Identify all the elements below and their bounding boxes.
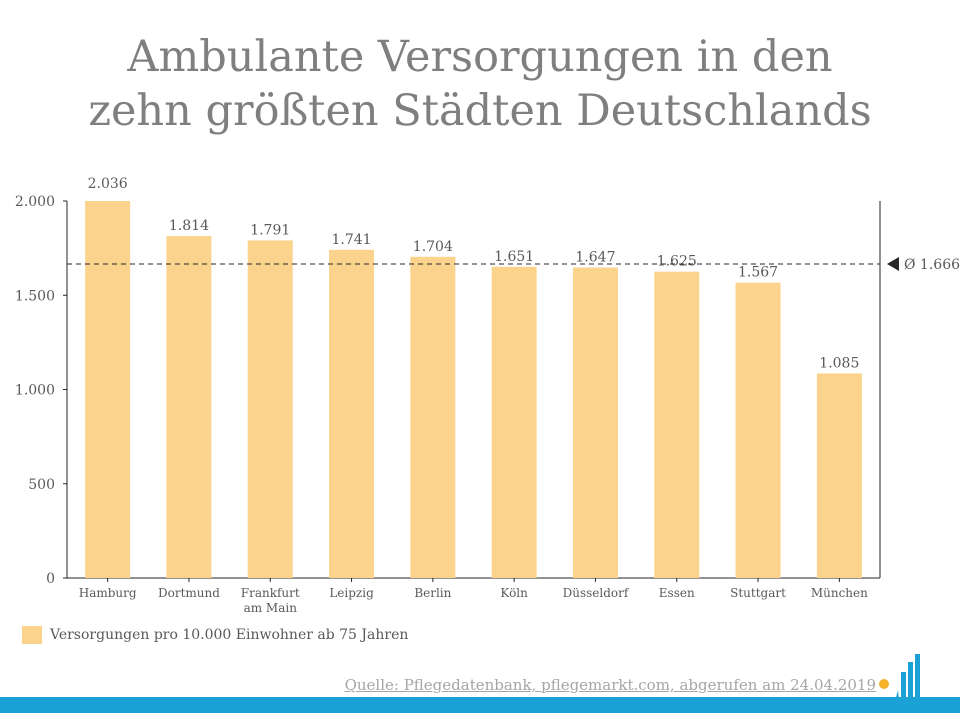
x-tick-label: Leipzig (329, 586, 374, 600)
legend: Versorgungen pro 10.000 Einwohner ab 75 … (22, 624, 408, 646)
x-tick-label: Berlin (414, 586, 451, 600)
legend-swatch (22, 626, 42, 644)
bar (329, 249, 375, 578)
legend-label: Versorgungen pro 10.000 Einwohner ab 75 … (50, 627, 409, 643)
bar-data-label: 2.036 (88, 176, 128, 192)
title-line-1: Ambulante Versorgungen in den (127, 32, 833, 82)
bar (816, 373, 862, 578)
brand-logo-icon (879, 654, 920, 712)
y-tick-label: 2.000 (15, 194, 55, 210)
x-tick-label: Dortmund (158, 586, 220, 600)
x-tick-label: Stuttgart (730, 586, 786, 600)
bar (735, 282, 781, 578)
bar-data-label: 1.567 (738, 265, 778, 281)
bar-data-label: 1.085 (819, 355, 859, 371)
bar-data-label: 1.791 (250, 222, 290, 238)
x-tick-label: Hamburg (79, 586, 137, 600)
bar (572, 267, 618, 578)
bar (247, 240, 293, 579)
x-tick-label: Düsseldorf (563, 586, 630, 600)
x-tick-label: Köln (500, 586, 528, 600)
footer-bar (0, 697, 960, 713)
average-label: Ø 1.666 (904, 257, 960, 273)
y-tick-label: 1.500 (15, 288, 55, 304)
x-tick-label: Essen (659, 586, 695, 600)
x-tick-label: München (811, 586, 868, 600)
y-tick-label: 1.000 (15, 383, 55, 399)
y-tick-label: 0 (46, 571, 55, 587)
bar-data-label: 1.651 (494, 249, 534, 265)
title-line-2: zehn größten Städten Deutschlands (88, 86, 872, 136)
bar-data-label: 1.647 (575, 250, 615, 266)
bar-data-label: 1.741 (332, 232, 372, 248)
bar (410, 256, 456, 578)
bar-data-label: 1.625 (657, 254, 697, 270)
y-tick-label: 500 (28, 477, 55, 493)
bar (166, 236, 212, 578)
bar (85, 201, 131, 578)
source-link[interactable]: Quelle: Pflegedatenbank, pflegemarkt.com… (344, 676, 876, 694)
bar (491, 266, 537, 578)
chart-title: Ambulante Versorgungen in den zehn größt… (0, 30, 960, 138)
x-tick-label: Frankfurt am Main (241, 586, 300, 615)
bar (654, 271, 700, 578)
average-arrow-icon (887, 256, 899, 271)
bar-data-label: 1.814 (169, 218, 209, 234)
bar-data-label: 1.704 (413, 239, 453, 255)
